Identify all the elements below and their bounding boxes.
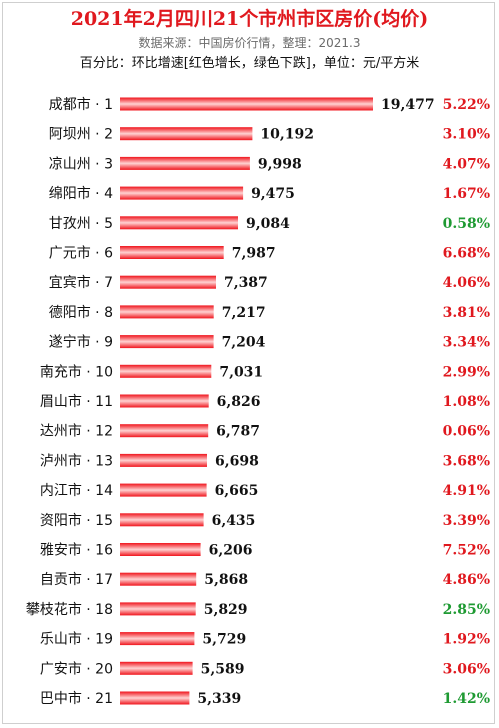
- category-label: 广元市 · 6: [49, 245, 113, 262]
- value-label: 9,475: [251, 186, 295, 202]
- value-label: 5,868: [204, 572, 248, 588]
- value-label: 6,435: [212, 513, 256, 529]
- bar: [120, 513, 204, 527]
- value-label: 5,829: [204, 602, 248, 618]
- bar: [120, 275, 216, 289]
- change-label: 1.08%: [443, 394, 490, 410]
- bar: [120, 632, 195, 646]
- change-label: 0.58%: [443, 216, 490, 232]
- category-label: 阿坝州 · 2: [49, 127, 113, 143]
- category-label: 乐山市 · 19: [40, 631, 113, 648]
- value-label: 5,339: [197, 691, 241, 707]
- category-label: 资阳市 · 15: [40, 512, 113, 529]
- change-label: 4.07%: [443, 156, 490, 172]
- bar: [120, 572, 197, 586]
- value-label: 7,987: [232, 246, 276, 262]
- change-label: 5.22%: [443, 97, 490, 113]
- bar: [120, 246, 224, 259]
- value-label: 5,729: [202, 632, 246, 648]
- bar: [120, 394, 209, 408]
- value-label: 7,204: [222, 335, 266, 351]
- bar: [120, 364, 212, 378]
- category-label: 攀枝花市 · 18: [26, 601, 113, 618]
- change-label: 2.99%: [443, 364, 490, 380]
- change-label: 1.92%: [443, 632, 490, 648]
- bar: [120, 661, 193, 675]
- value-label: 6,787: [216, 424, 260, 440]
- category-label: 达州市 · 12: [40, 423, 113, 440]
- category-label: 成都市 · 1: [49, 96, 113, 113]
- chart-title: 2021年2月四川21个市州市区房价(均价): [70, 8, 429, 30]
- data-source: 数据来源：中国房价行情，整理：2021.3: [138, 36, 361, 50]
- bar: [120, 216, 238, 230]
- change-label: 1.42%: [443, 691, 490, 707]
- value-label: 6,698: [215, 453, 259, 469]
- category-label: 广安市 · 20: [40, 660, 113, 677]
- change-label: 3.68%: [443, 453, 490, 469]
- change-label: 3.10%: [443, 127, 490, 143]
- bar: [120, 453, 207, 467]
- change-label: 3.34%: [443, 335, 490, 351]
- bar: [120, 691, 190, 705]
- change-label: 3.39%: [443, 513, 490, 529]
- category-label: 凉山州 · 3: [49, 156, 113, 172]
- bar: [120, 186, 244, 200]
- change-label: 1.67%: [443, 186, 490, 202]
- value-label: 7,031: [219, 364, 263, 380]
- category-label: 雅安市 · 16: [40, 542, 113, 559]
- change-label: 3.06%: [443, 661, 490, 677]
- category-label: 宜宾市 · 7: [49, 274, 113, 291]
- value-label: 6,826: [217, 394, 261, 410]
- bar: [120, 156, 250, 170]
- legend-note: 百分比：环比增速[红色增长，绿色下跌]，单位：元/平方米: [79, 56, 420, 71]
- change-label: 6.68%: [443, 246, 490, 262]
- change-label: 3.81%: [443, 305, 490, 321]
- category-label: 南充市 · 10: [40, 363, 113, 380]
- chart-frame: [2, 2, 495, 724]
- category-label: 绵阳市 · 4: [49, 185, 113, 202]
- bar: [120, 305, 214, 319]
- change-label: 0.06%: [443, 424, 490, 440]
- value-label: 7,387: [224, 275, 268, 291]
- value-label: 19,477: [381, 97, 435, 113]
- category-label: 德阳市 · 8: [49, 304, 113, 321]
- category-label: 眉山市 · 11: [40, 393, 113, 410]
- change-label: 4.06%: [443, 275, 490, 291]
- bar: [120, 335, 214, 349]
- value-label: 9,998: [258, 156, 302, 172]
- bar: [120, 543, 201, 556]
- change-label: 4.86%: [443, 572, 490, 588]
- category-label: 巴中市 · 21: [40, 690, 113, 707]
- bar: [120, 424, 209, 438]
- bar: [120, 483, 207, 497]
- change-label: 7.52%: [443, 543, 490, 559]
- value-label: 7,217: [222, 305, 266, 321]
- bar: [120, 127, 253, 141]
- change-label: 2.85%: [443, 602, 490, 618]
- category-label: 泸州市 · 13: [40, 452, 113, 469]
- bar: [120, 97, 373, 111]
- value-label: 10,192: [260, 127, 314, 143]
- change-label: 4.91%: [443, 483, 490, 499]
- category-label: 遂宁市 · 9: [49, 334, 113, 351]
- bar: [120, 602, 196, 616]
- value-label: 9,084: [246, 216, 290, 232]
- value-label: 6,206: [209, 543, 253, 559]
- category-label: 内江市 · 14: [40, 482, 113, 499]
- value-label: 6,665: [215, 483, 259, 499]
- category-label: 甘孜州 · 5: [49, 216, 113, 232]
- value-label: 5,589: [201, 661, 245, 677]
- category-label: 自贡市 · 17: [40, 571, 113, 588]
